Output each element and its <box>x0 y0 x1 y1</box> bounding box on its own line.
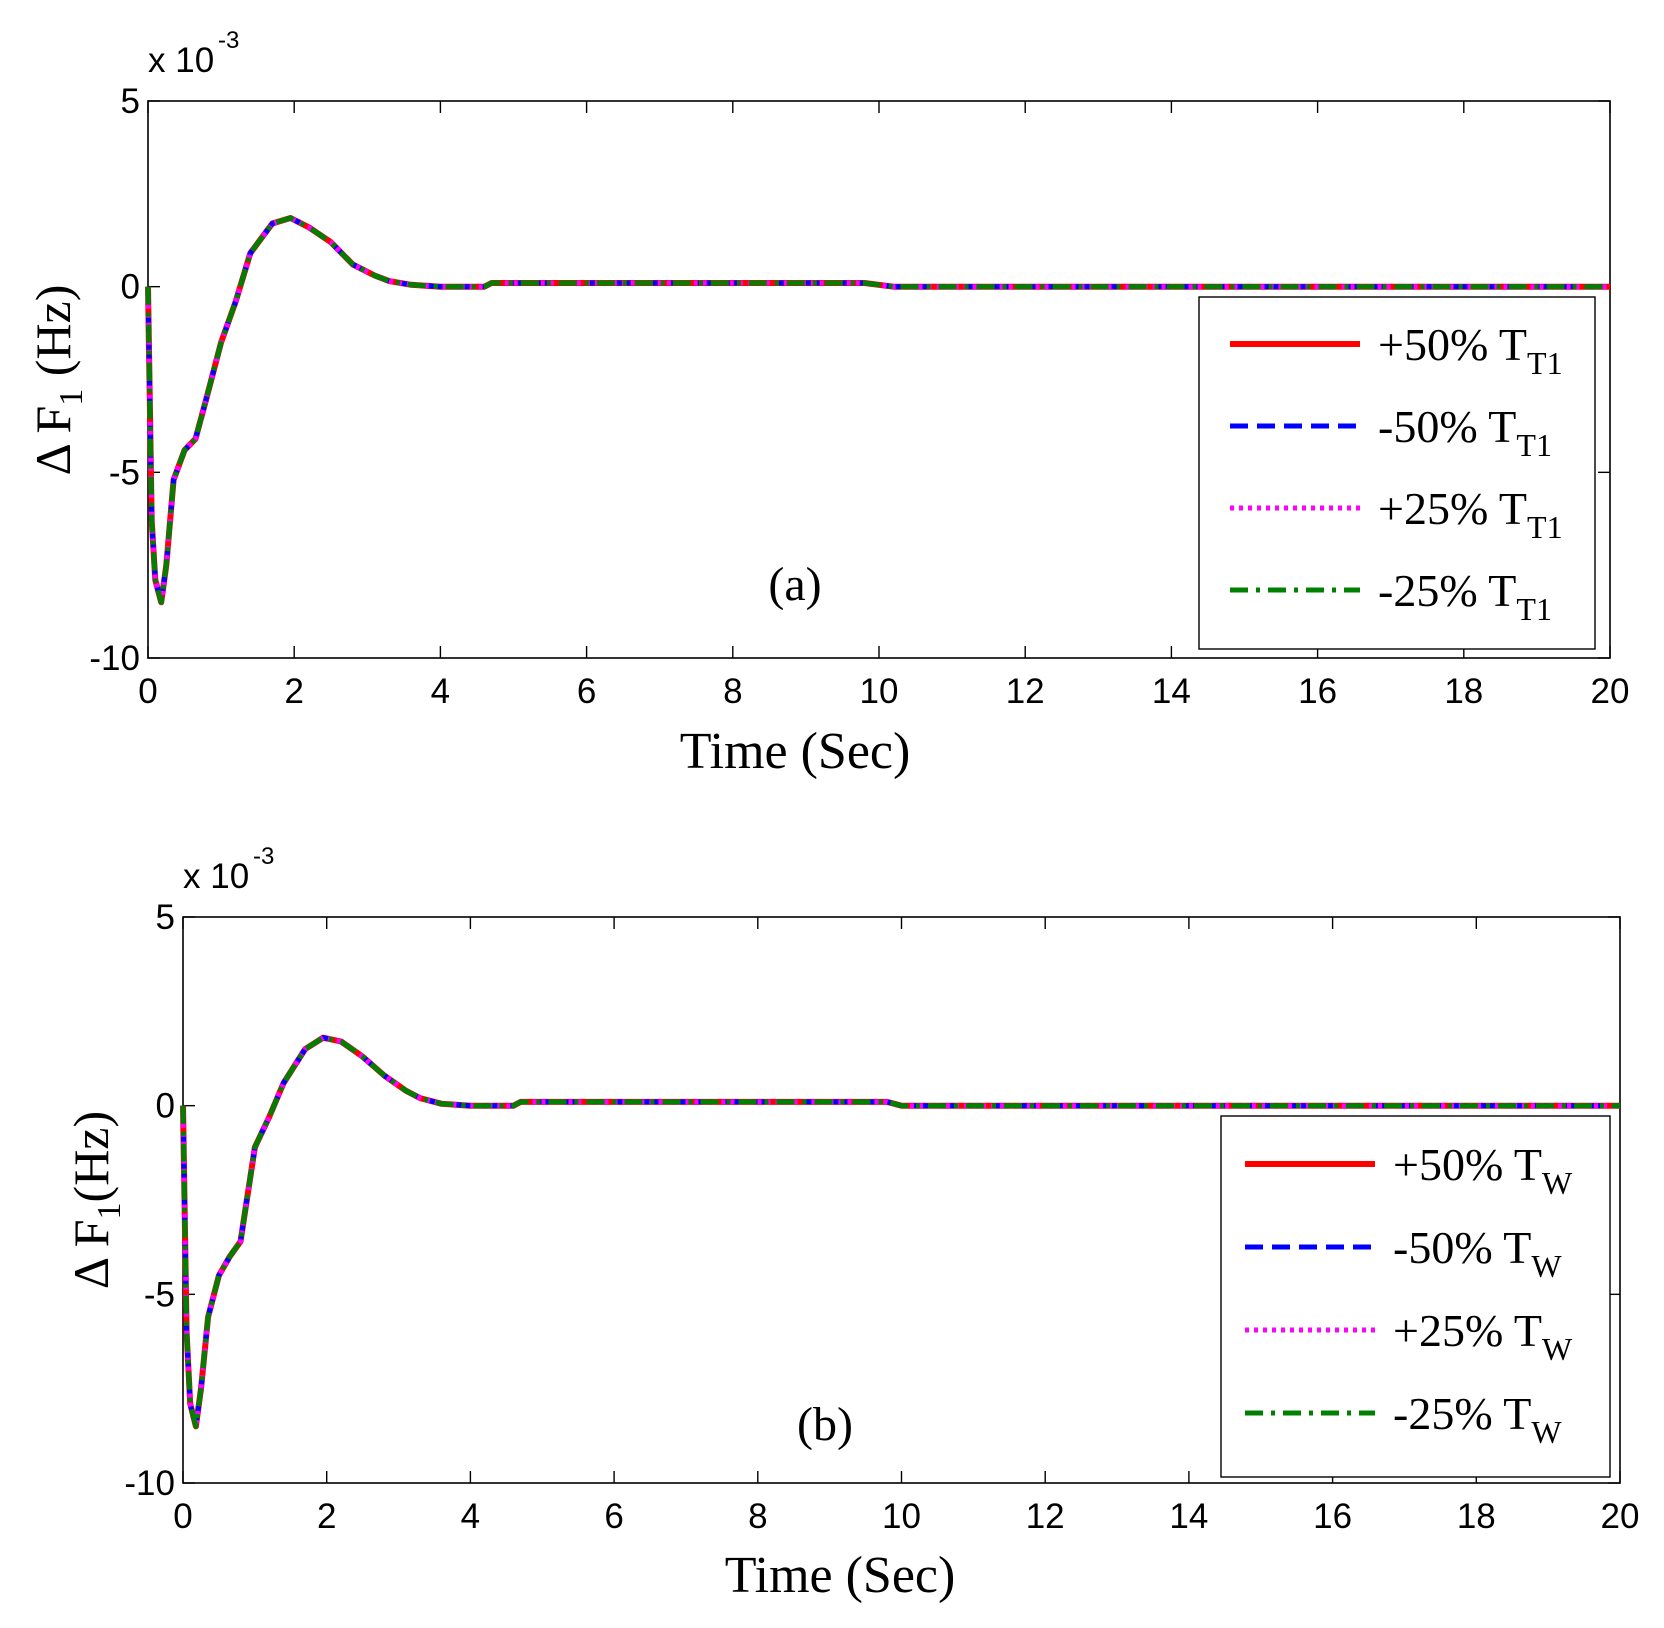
chart-panel-a: 0 2 4 6 8 10 12 14 16 18 20 -10 -5 0 5 x 10 -3 Time (… <box>25 27 1629 780</box>
legend-items-b: +50% TW-50% TW+25% TW-25% TW <box>1245 1139 1573 1450</box>
x-tick-label: 14 <box>1169 1497 1208 1536</box>
y-tick-label: -5 <box>144 1275 175 1314</box>
x-tick-label: 2 <box>317 1497 336 1536</box>
legend-label-sub: W <box>1531 1414 1562 1450</box>
y-axis-label-sub: 1 <box>53 389 90 406</box>
y-axis-label-sub: 1 <box>91 1202 128 1219</box>
legend-label-sub: T1 <box>1527 509 1563 545</box>
legend-b: +50% TW-50% TW+25% TW-25% TW <box>1220 1115 1611 1478</box>
y-axis-label: Δ F1(Hz) <box>63 1111 128 1289</box>
panel-label-a: (a) <box>768 558 821 611</box>
x-tick-label: 10 <box>860 672 899 711</box>
y-axis-label-main: Δ F <box>63 1219 119 1289</box>
x-tick-label: 12 <box>1026 1497 1065 1536</box>
legend-label-sub: W <box>1542 1331 1573 1367</box>
x-tick-label: 20 <box>1591 672 1630 711</box>
x-tick-labels-a: 0 2 4 6 8 10 12 14 16 18 20 <box>138 672 1629 711</box>
y-tick-label: -10 <box>89 639 140 678</box>
legend-label-sub: T1 <box>1527 345 1563 381</box>
legend-label-main: -50% T <box>1393 1222 1531 1273</box>
legend-label: +25% TW <box>1393 1305 1573 1367</box>
y-tick-label: 5 <box>156 898 175 937</box>
series-line-4 <box>145 215 1610 605</box>
x-tick-label: 20 <box>1601 1497 1640 1536</box>
legend-label-sub: W <box>1531 1248 1562 1284</box>
x-tick-labels-b: 0 2 4 6 8 10 12 14 16 18 20 <box>173 1497 1639 1536</box>
legend-label: -25% TW <box>1393 1388 1562 1450</box>
y-axis-label: Δ F1 (Hz) <box>25 285 90 476</box>
axis-ticks-a <box>147 100 1611 659</box>
x-tick-label: 4 <box>461 1497 480 1536</box>
legend-label-sub: T1 <box>1516 427 1552 463</box>
legend-label: +50% TT1 <box>1378 319 1563 381</box>
legend-box <box>1198 296 1596 650</box>
x-tick-label: 10 <box>882 1497 921 1536</box>
exponent-power: -3 <box>253 843 274 870</box>
legend-label-main: -25% T <box>1393 1388 1531 1439</box>
x-tick-label: 2 <box>284 672 303 711</box>
legend-label-main: -50% T <box>1378 401 1516 452</box>
x-tick-label: 0 <box>173 1497 192 1536</box>
y-axis-label-unit: (Hz) <box>25 285 81 389</box>
x-tick-label: 16 <box>1298 672 1337 711</box>
series-lines-b <box>180 1034 1620 1430</box>
exponent-power: -3 <box>218 27 239 54</box>
legend-label-main: +25% T <box>1378 483 1527 534</box>
y-tick-label: 0 <box>121 268 140 307</box>
series-lines-a <box>145 215 1610 606</box>
y-tick-label: 0 <box>156 1087 175 1126</box>
legend-box <box>1220 1115 1611 1478</box>
chart-panel-b: 0 2 4 6 8 10 12 14 16 18 20 -10 -5 0 5 x 10 -3 Time (… <box>63 843 1639 1604</box>
y-axis-label-unit: (Hz) <box>63 1111 119 1203</box>
x-axis-label: Time (Sec) <box>680 723 911 780</box>
y-tick-labels-b: -10 -5 0 5 <box>124 898 175 1503</box>
legend-label: +25% TT1 <box>1378 483 1563 545</box>
x-tick-label: 16 <box>1313 1497 1352 1536</box>
legend-label: -25% TT1 <box>1378 565 1552 627</box>
x-tick-label: 18 <box>1444 672 1483 711</box>
axis-ticks-b <box>182 916 1621 1484</box>
legend-label: -50% TT1 <box>1378 401 1552 463</box>
legend-label: +50% TW <box>1393 1139 1573 1201</box>
y-axis-label-main: Δ F <box>25 406 81 476</box>
x-tick-label: 18 <box>1457 1497 1496 1536</box>
x-tick-label: 6 <box>604 1497 623 1536</box>
x-tick-label: 4 <box>431 672 450 711</box>
legend-label-main: -25% T <box>1378 565 1516 616</box>
x-axis-label: Time (Sec) <box>725 1547 956 1604</box>
legend-label-main: +25% T <box>1393 1305 1542 1356</box>
x-tick-label: 14 <box>1152 672 1191 711</box>
y-tick-label: -5 <box>109 453 140 492</box>
x-tick-label: 6 <box>577 672 596 711</box>
x-tick-label: 8 <box>723 672 742 711</box>
legend-label-sub: W <box>1542 1165 1573 1201</box>
legend-label: -50% TW <box>1393 1222 1562 1284</box>
legend-a: +50% TT1-50% TT1+25% TT1-25% TT1 <box>1198 296 1596 650</box>
panel-label-b: (b) <box>797 1398 853 1451</box>
y-tick-label: 5 <box>121 82 140 121</box>
exponent-base: x 10 <box>183 857 249 896</box>
legend-items-a: +50% TT1-50% TT1+25% TT1-25% TT1 <box>1230 319 1563 627</box>
legend-label-main: +50% T <box>1393 1139 1542 1190</box>
legend-label-sub: T1 <box>1516 591 1552 627</box>
series-line-4 <box>180 1035 1620 1429</box>
x-tick-label: 12 <box>1006 672 1045 711</box>
x-tick-label: 8 <box>748 1497 767 1536</box>
y-tick-label: -10 <box>124 1464 175 1503</box>
x-tick-label: 0 <box>138 672 157 711</box>
y-tick-labels-a: -10 -5 0 5 <box>89 82 140 678</box>
legend-label-main: +50% T <box>1378 319 1527 370</box>
exponent-base: x 10 <box>148 41 214 80</box>
